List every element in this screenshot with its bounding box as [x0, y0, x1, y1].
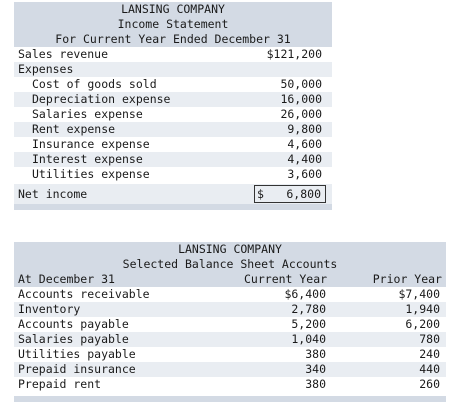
statement-title: Income Statement [117, 17, 229, 31]
account-row: Prepaid rent 380 260 [14, 377, 446, 392]
table-bottom-bar [14, 396, 446, 402]
prior-value: 6,200 [405, 317, 440, 331]
expense-label: Salaries expense [32, 107, 143, 121]
expense-label: Utilities expense [32, 167, 150, 181]
expense-value: 16,000 [280, 92, 322, 106]
balance-sheet-table: LANSING COMPANY Selected Balance Sheet A… [14, 242, 446, 402]
statement-period: For Current Year Ended December 31 [55, 32, 291, 46]
current-value: 380 [305, 377, 326, 391]
account-row: Salaries payable 1,040 780 [14, 332, 446, 347]
expense-row: Utilities expense 3,600 [14, 167, 332, 182]
net-income-dollar: $ [257, 187, 264, 201]
expense-value: 4,600 [287, 137, 322, 151]
expense-label: Depreciation expense [32, 92, 171, 106]
account-row: Accounts receivable $6,400 $7,400 [14, 287, 446, 302]
expenses-label: Expenses [18, 62, 74, 76]
expense-label: Insurance expense [32, 137, 150, 151]
current-value: 2,780 [291, 302, 326, 316]
account-label: Inventory [18, 302, 81, 316]
account-label: Prepaid insurance [18, 362, 136, 376]
table-bottom-bar [14, 204, 332, 210]
prior-value: 780 [419, 332, 440, 346]
sales-value: $121,200 [266, 47, 322, 61]
prior-value: 440 [419, 362, 440, 376]
account-row: Utilities payable 380 240 [14, 347, 446, 362]
expense-label: Interest expense [32, 152, 143, 166]
expense-value: 50,000 [280, 77, 322, 91]
current-value: $6,400 [284, 287, 326, 301]
sales-label: Sales revenue [18, 47, 109, 61]
income-statement-table: LANSING COMPANY Income Statement For Cur… [14, 2, 332, 210]
prior-year-header: Prior Year [372, 272, 442, 286]
current-value: 380 [305, 347, 326, 361]
date-label: At December 31 [18, 272, 115, 286]
sales-row: Sales revenue $121,200 [14, 47, 332, 62]
account-row: Prepaid insurance 340 440 [14, 362, 446, 377]
current-value: 340 [305, 362, 326, 376]
expenses-heading-row: Expenses [14, 62, 332, 77]
current-value: 5,200 [291, 317, 326, 331]
expense-row: Insurance expense 4,600 [14, 137, 332, 152]
net-income-label: Net income [18, 187, 88, 201]
column-header-row: At December 31 Current Year Prior Year [14, 272, 446, 287]
balance-sheet-header: LANSING COMPANY Selected Balance Sheet A… [14, 242, 446, 272]
company-name: LANSING COMPANY [178, 242, 282, 256]
expense-row: Depreciation expense 16,000 [14, 92, 332, 107]
expense-value: 26,000 [280, 107, 322, 121]
account-label: Prepaid rent [18, 377, 102, 391]
account-label: Accounts receivable [18, 287, 150, 301]
net-income-value: 6,800 [286, 187, 321, 201]
expense-label: Rent expense [32, 122, 116, 136]
expense-value: 3,600 [287, 167, 322, 181]
account-label: Utilities payable [18, 347, 136, 361]
prior-value: $7,400 [398, 287, 440, 301]
balance-sheet-title: Selected Balance Sheet Accounts [122, 257, 338, 271]
prior-value: 1,940 [405, 302, 440, 316]
current-value: 1,040 [291, 332, 326, 346]
prior-value: 260 [419, 377, 440, 391]
account-label: Accounts payable [18, 317, 129, 331]
prior-value: 240 [419, 347, 440, 361]
expense-row: Cost of goods sold 50,000 [14, 77, 332, 92]
expense-row: Interest expense 4,400 [14, 152, 332, 167]
company-name: LANSING COMPANY [121, 2, 225, 16]
account-row: Inventory 2,780 1,940 [14, 302, 446, 317]
expense-value: 4,400 [287, 152, 322, 166]
current-year-header: Current Year [244, 272, 328, 286]
net-income-box: $ 6,800 [254, 185, 326, 203]
expense-label: Cost of goods sold [32, 77, 157, 91]
income-statement-header: LANSING COMPANY Income Statement For Cur… [14, 2, 332, 47]
expense-row: Salaries expense 26,000 [14, 107, 332, 122]
account-row: Accounts payable 5,200 6,200 [14, 317, 446, 332]
expense-row: Rent expense 9,800 [14, 122, 332, 137]
account-label: Salaries payable [18, 332, 129, 346]
net-income-row: Net income $ 6,800 [14, 184, 332, 204]
expense-value: 9,800 [287, 122, 322, 136]
